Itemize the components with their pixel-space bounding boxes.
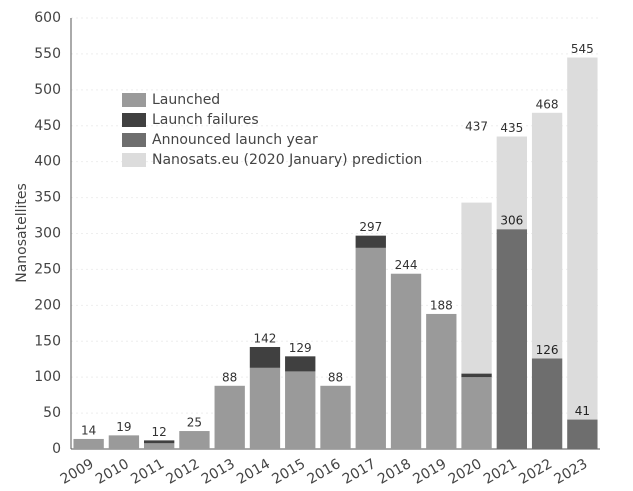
bar-segment: [567, 419, 598, 449]
bar-segment: [496, 229, 527, 449]
bar-segment: [461, 373, 492, 378]
x-tick-label: 2015: [269, 456, 308, 488]
y-tick-label: 150: [34, 333, 61, 349]
bar-segment: [531, 112, 563, 359]
bar-segment: [144, 440, 175, 444]
legend-label: Nanosats.eu (2020 January) prediction: [152, 152, 422, 168]
inner-label: 343: [465, 187, 488, 201]
y-tick-label: 600: [34, 10, 61, 26]
x-tick-label: 2016: [305, 456, 344, 488]
bar-segment: [285, 356, 316, 372]
x-tick-label: 2023: [552, 456, 591, 488]
x-tick-label: 2022: [516, 456, 555, 488]
bar-segment: [461, 202, 492, 374]
y-tick-label: 250: [34, 261, 61, 277]
bar-segment: [496, 136, 527, 230]
total-label: 468: [536, 97, 559, 111]
x-tick-label: 2021: [481, 456, 520, 488]
bar-segment: [355, 235, 386, 248]
y-tick-label: 50: [43, 405, 61, 421]
bar-segment: [320, 385, 351, 449]
total-label: 129: [289, 341, 312, 355]
bar-segment: [567, 57, 598, 420]
legend-swatch: [122, 113, 146, 127]
total-label: 297: [359, 220, 382, 234]
y-tick-label: 200: [34, 297, 61, 313]
bar-segment: [73, 438, 104, 449]
x-tick-label: 2017: [340, 456, 379, 488]
total-label: 188: [430, 298, 453, 312]
total-label: 14: [81, 423, 96, 437]
y-tick-label: 550: [34, 46, 61, 62]
y-tick-label: 400: [34, 154, 61, 170]
legend-swatch: [122, 93, 146, 107]
x-tick-label: 2012: [164, 456, 203, 488]
total-label: 25: [187, 416, 202, 430]
bar-segment: [285, 371, 316, 449]
bar-segment: [249, 367, 281, 449]
legend-label: Announced launch year: [152, 132, 318, 148]
x-tick-label: 2010: [93, 456, 132, 488]
y-tick-label: 0: [52, 441, 61, 457]
total-label: 12: [152, 425, 167, 439]
y-axis-label: Nanosatellites: [14, 183, 30, 283]
legend-swatch: [122, 133, 146, 147]
bar-segment: [461, 377, 492, 449]
bar-segment: [249, 346, 281, 368]
x-tick-label: 2011: [128, 456, 167, 488]
x-tick-label: 2020: [446, 456, 485, 488]
bar-segment: [179, 431, 210, 449]
total-label: 88: [222, 370, 237, 384]
bar-segment: [355, 247, 386, 449]
x-tick-label: 2019: [410, 456, 449, 488]
bar-segment: [214, 385, 245, 449]
x-tick-label: 2014: [234, 456, 273, 488]
total-label: 142: [254, 331, 277, 345]
x-tick-label: 2009: [58, 456, 97, 488]
y-tick-label: 100: [34, 369, 61, 385]
y-tick-label: 450: [34, 118, 61, 134]
y-tick-label: 300: [34, 226, 61, 242]
total-label: 244: [395, 258, 418, 272]
legend-swatch: [122, 153, 146, 167]
total-label: 88: [328, 370, 343, 384]
x-tick-label: 2013: [199, 456, 238, 488]
y-tick-label: 350: [34, 190, 61, 206]
bar-segment: [426, 313, 457, 449]
total-label: 435: [500, 121, 523, 135]
bar-segment: [144, 443, 175, 449]
bar-segment: [390, 273, 422, 449]
inner-label: 41: [575, 404, 590, 418]
inner-label: 306: [500, 214, 523, 228]
total-label: 19: [116, 420, 131, 434]
bar-segment: [108, 435, 140, 449]
inner-label: 126: [536, 343, 559, 357]
legend-label: Launch failures: [152, 112, 259, 128]
bar-segment: [531, 358, 563, 449]
y-tick-label: 500: [34, 82, 61, 98]
total-label: 545: [571, 42, 594, 56]
total-label: 437: [465, 120, 488, 134]
legend-label: Launched: [152, 92, 220, 108]
x-tick-label: 2018: [375, 456, 414, 488]
